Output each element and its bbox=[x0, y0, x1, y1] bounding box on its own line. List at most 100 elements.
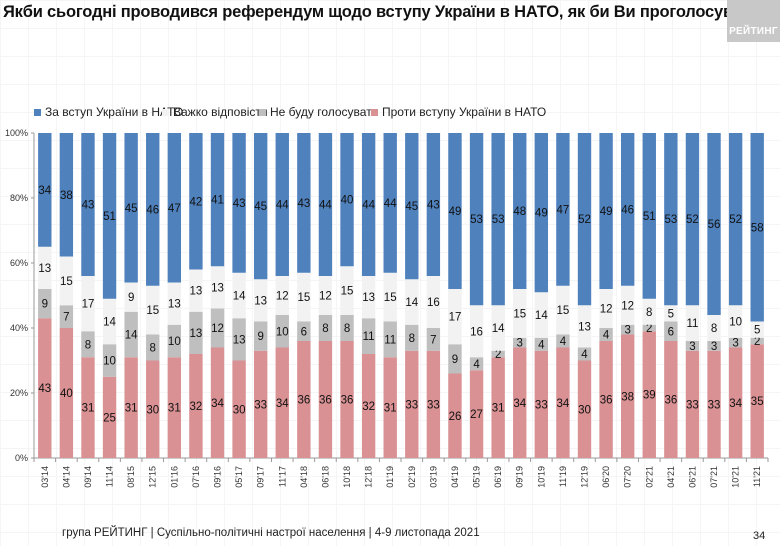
data-label: 52 bbox=[686, 214, 699, 226]
data-label: 49 bbox=[449, 206, 462, 218]
data-label: 14 bbox=[103, 317, 116, 329]
data-label: 51 bbox=[643, 211, 656, 223]
data-label: 32 bbox=[190, 401, 203, 413]
data-label: 14 bbox=[535, 310, 548, 322]
bar-segment bbox=[275, 315, 289, 348]
data-label: 36 bbox=[341, 395, 354, 407]
data-label: 53 bbox=[664, 214, 677, 226]
bar-segment bbox=[556, 334, 570, 348]
x-tick-label: 02'19 bbox=[407, 466, 417, 488]
y-tick-label: 40% bbox=[10, 323, 28, 333]
bar-segment bbox=[620, 133, 635, 286]
data-label: 3 bbox=[711, 341, 717, 353]
data-label: 34 bbox=[557, 398, 570, 410]
bar-segment bbox=[599, 133, 613, 289]
bar-segment bbox=[405, 133, 419, 280]
legend-label-novote: Не буду голосувати bbox=[270, 105, 379, 119]
bar-segment bbox=[491, 133, 505, 306]
logo-text: РЕЙТИНГ bbox=[729, 26, 778, 37]
bar-segment bbox=[620, 324, 635, 335]
data-label: 10 bbox=[103, 356, 116, 368]
data-label: 36 bbox=[319, 395, 332, 407]
stacked-bar-chart: 0%20%40%60%80%100%439133403'14407153804'… bbox=[5, 128, 769, 488]
bar-segment bbox=[102, 376, 117, 458]
bar-segment bbox=[750, 344, 764, 458]
data-label: 30 bbox=[233, 404, 246, 416]
bar-segment bbox=[750, 321, 764, 338]
x-tick-label: 01'19 bbox=[385, 466, 395, 488]
data-label: 8 bbox=[646, 307, 652, 319]
bar-segment bbox=[232, 318, 246, 361]
bar-segment bbox=[707, 350, 721, 458]
bar-segment bbox=[59, 305, 74, 328]
data-label: 8 bbox=[322, 323, 328, 335]
data-label: 9 bbox=[42, 299, 48, 311]
bar-segment bbox=[448, 373, 462, 458]
bar-segment bbox=[448, 133, 462, 289]
bar-segment bbox=[728, 133, 743, 306]
bar-segment bbox=[81, 331, 95, 358]
x-tick-label: 07'21 bbox=[709, 466, 719, 488]
x-tick-label: 11'14 bbox=[105, 466, 115, 487]
bar-segment bbox=[599, 341, 613, 458]
bar-segment bbox=[664, 341, 678, 458]
data-label: 52 bbox=[578, 214, 591, 226]
data-label: 44 bbox=[384, 198, 397, 210]
bar-segment bbox=[513, 289, 527, 338]
bar-segment bbox=[253, 133, 268, 280]
bar-segment bbox=[577, 133, 592, 306]
bar-segment bbox=[340, 266, 354, 315]
data-label: 56 bbox=[708, 219, 721, 231]
x-tick-label: 03'14 bbox=[40, 466, 50, 488]
data-label: 3 bbox=[624, 325, 630, 337]
x-tick-label: 12'18 bbox=[364, 466, 374, 488]
data-label: 10 bbox=[729, 317, 742, 329]
data-label: 35 bbox=[751, 396, 764, 408]
bar-segment bbox=[728, 337, 743, 348]
data-label: 14 bbox=[405, 297, 418, 309]
bar-segment bbox=[469, 370, 484, 458]
bar-segment bbox=[405, 279, 419, 325]
data-label: 4 bbox=[603, 330, 610, 342]
legend-swatch-against bbox=[371, 108, 378, 116]
bar-segment bbox=[232, 133, 246, 273]
x-tick-label: 05'17 bbox=[234, 466, 244, 488]
data-label: 15 bbox=[513, 308, 526, 320]
bar-segment bbox=[469, 357, 484, 371]
bar-segment bbox=[167, 324, 182, 358]
data-label: 44 bbox=[276, 200, 289, 212]
data-label: 49 bbox=[600, 206, 613, 218]
data-label: 12 bbox=[621, 300, 634, 312]
data-label: 43 bbox=[297, 198, 310, 210]
data-label: 53 bbox=[470, 214, 483, 226]
data-label: 15 bbox=[341, 286, 354, 298]
bar-segment bbox=[297, 341, 311, 458]
data-label: 46 bbox=[621, 204, 634, 216]
y-tick-label: 60% bbox=[10, 258, 28, 268]
bar-segment bbox=[620, 334, 635, 458]
bar-segment bbox=[232, 360, 246, 458]
bar-segment bbox=[513, 133, 527, 289]
data-label: 38 bbox=[60, 190, 73, 202]
data-label: 7 bbox=[430, 334, 436, 346]
bar-segment bbox=[405, 350, 419, 458]
x-tick-label: 10'21 bbox=[731, 466, 741, 488]
y-tick-label: 80% bbox=[10, 193, 28, 203]
bar-segment bbox=[383, 357, 397, 458]
bar-segment bbox=[102, 344, 117, 377]
bar-segment bbox=[577, 360, 592, 458]
data-label: 49 bbox=[535, 208, 548, 220]
data-label: 43 bbox=[38, 383, 51, 395]
data-label: 11 bbox=[384, 334, 396, 346]
bar-segment bbox=[102, 298, 117, 345]
bar-segment bbox=[685, 305, 700, 341]
data-label: 5 bbox=[754, 325, 760, 337]
data-label: 31 bbox=[82, 403, 95, 415]
data-label: 40 bbox=[60, 388, 73, 400]
legend-item-against: Проти вступу України в НАТО bbox=[371, 105, 546, 119]
data-label: 5 bbox=[668, 308, 674, 320]
bar-segment bbox=[59, 328, 74, 458]
data-label: 8 bbox=[409, 333, 415, 345]
bar-segment bbox=[728, 347, 743, 458]
bar-segment bbox=[642, 331, 656, 458]
